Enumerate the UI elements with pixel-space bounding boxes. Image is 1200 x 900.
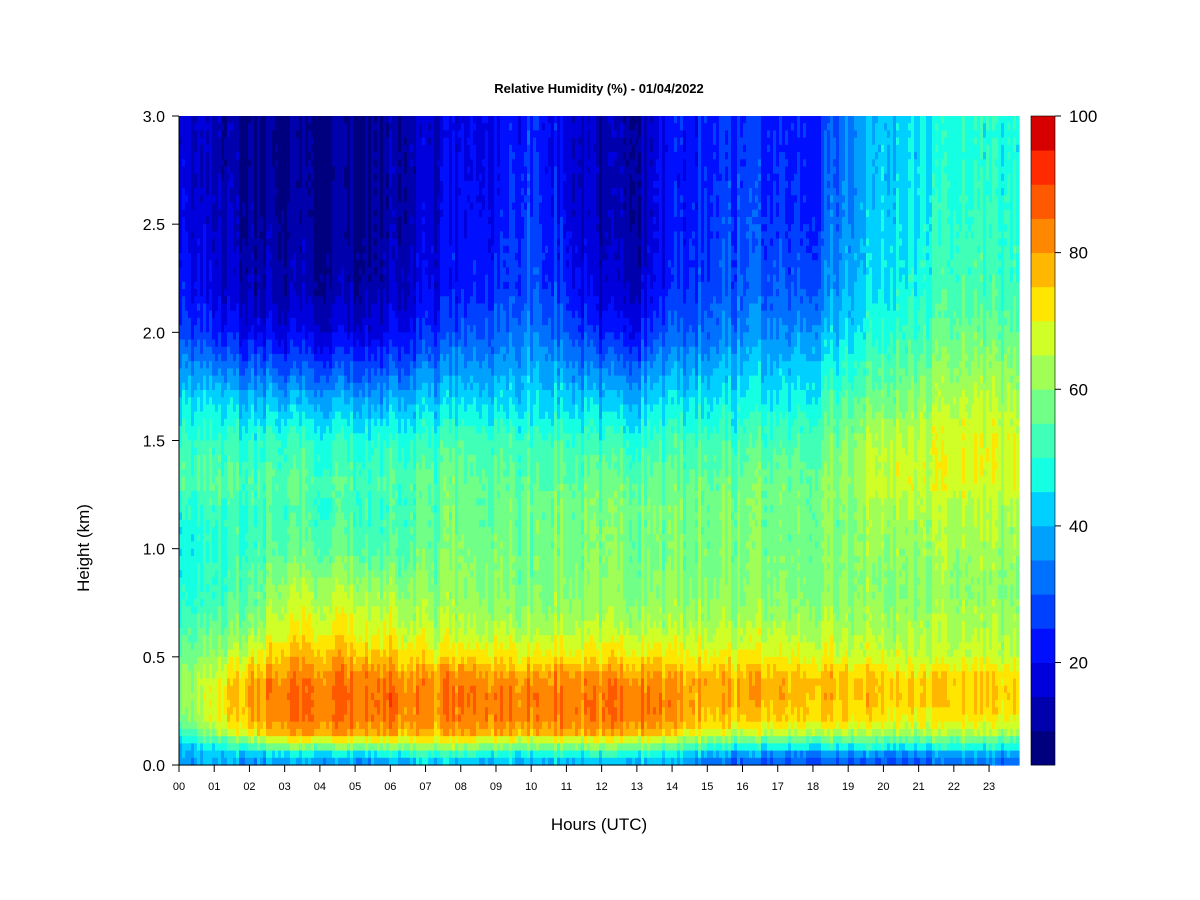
heatmap-field — [179, 116, 1020, 766]
chart-title: Relative Humidity (%) - 01/04/2022 — [494, 81, 704, 96]
